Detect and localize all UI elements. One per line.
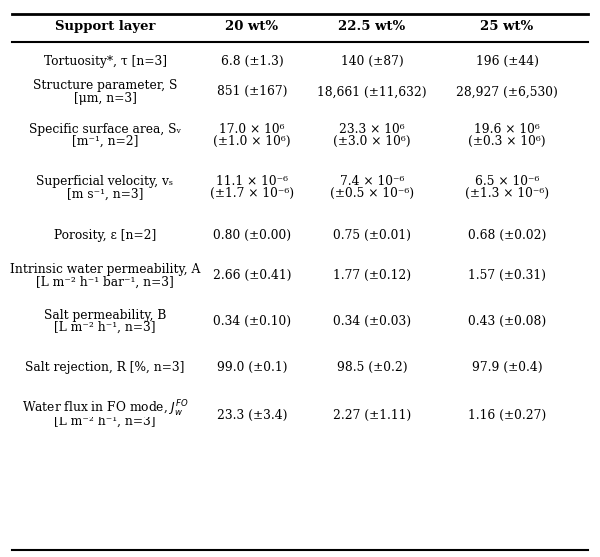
- Text: 22.5 wt%: 22.5 wt%: [338, 20, 406, 33]
- Text: (±1.0 × 10⁶): (±1.0 × 10⁶): [213, 135, 291, 148]
- Text: 1.77 (±0.12): 1.77 (±0.12): [333, 269, 411, 282]
- Text: 18,661 (±11,632): 18,661 (±11,632): [317, 85, 427, 99]
- Text: 0.34 (±0.10): 0.34 (±0.10): [213, 315, 291, 328]
- Text: 28,927 (±6,530): 28,927 (±6,530): [456, 85, 558, 99]
- Text: (±1.7 × 10⁻⁶): (±1.7 × 10⁻⁶): [210, 187, 294, 201]
- Text: 97.9 (±0.4): 97.9 (±0.4): [472, 361, 542, 374]
- Text: 25 wt%: 25 wt%: [481, 20, 533, 33]
- Text: [L m⁻² h⁻¹, n=3]: [L m⁻² h⁻¹, n=3]: [54, 321, 156, 334]
- Text: 99.0 (±0.1): 99.0 (±0.1): [217, 361, 287, 374]
- Text: (±1.3 × 10⁻⁶): (±1.3 × 10⁻⁶): [465, 187, 549, 201]
- Text: Salt rejection, R [%, n=3]: Salt rejection, R [%, n=3]: [25, 361, 185, 374]
- Text: 11.1 × 10⁻⁶: 11.1 × 10⁻⁶: [216, 175, 288, 188]
- Text: (±3.0 × 10⁶): (±3.0 × 10⁶): [333, 135, 411, 148]
- Text: 6.8 (±1.3): 6.8 (±1.3): [221, 55, 283, 69]
- Text: 23.3 (±3.4): 23.3 (±3.4): [217, 408, 287, 422]
- FancyBboxPatch shape: [6, 400, 210, 417]
- Text: 2.66 (±0.41): 2.66 (±0.41): [213, 269, 291, 282]
- Text: 1.57 (±0.31): 1.57 (±0.31): [468, 269, 546, 282]
- Text: 6.5 × 10⁻⁶: 6.5 × 10⁻⁶: [475, 175, 539, 188]
- Text: 0.43 (±0.08): 0.43 (±0.08): [468, 315, 546, 328]
- Text: Water flux in FO mode, $J_w^{FO}$: Water flux in FO mode, $J_w^{FO}$: [22, 399, 188, 419]
- Text: 140 (±87): 140 (±87): [341, 55, 403, 69]
- Text: Support layer: Support layer: [55, 20, 155, 33]
- Text: Intrinsic water permeability, A: Intrinsic water permeability, A: [10, 263, 200, 276]
- Text: 0.80 (±0.00): 0.80 (±0.00): [213, 228, 291, 242]
- Text: 196 (±44): 196 (±44): [476, 55, 539, 69]
- Text: [m s⁻¹, n=3]: [m s⁻¹, n=3]: [67, 187, 143, 201]
- Text: [μm, n=3]: [μm, n=3]: [74, 91, 136, 105]
- Text: Specific surface area, Sᵥ: Specific surface area, Sᵥ: [29, 123, 181, 136]
- Text: [L m⁻² h⁻¹ bar⁻¹, n=3]: [L m⁻² h⁻¹ bar⁻¹, n=3]: [36, 275, 174, 289]
- Text: (±0.3 × 10⁶): (±0.3 × 10⁶): [468, 135, 546, 148]
- Text: (±0.5 × 10⁻⁶): (±0.5 × 10⁻⁶): [330, 187, 414, 201]
- Text: 20 wt%: 20 wt%: [226, 20, 278, 33]
- Text: 1.16 (±0.27): 1.16 (±0.27): [468, 408, 546, 422]
- Text: 2.27 (±1.11): 2.27 (±1.11): [333, 408, 411, 422]
- Text: Water flux in FO mode, Jᵂᴼ: Water flux in FO mode, Jᵂᴼ: [22, 402, 188, 416]
- Text: 17.0 × 10⁶: 17.0 × 10⁶: [219, 123, 285, 136]
- Text: 23.3 × 10⁶: 23.3 × 10⁶: [339, 123, 405, 136]
- Text: Structure parameter, S: Structure parameter, S: [33, 79, 177, 92]
- Text: 0.34 (±0.03): 0.34 (±0.03): [333, 315, 411, 328]
- Text: 851 (±167): 851 (±167): [217, 85, 287, 99]
- Text: Porosity, ε [n=2]: Porosity, ε [n=2]: [54, 228, 156, 242]
- Text: Superficial velocity, vₛ: Superficial velocity, vₛ: [37, 175, 173, 188]
- Text: 98.5 (±0.2): 98.5 (±0.2): [337, 361, 407, 374]
- Text: Tortuosity*, τ [n=3]: Tortuosity*, τ [n=3]: [44, 55, 167, 69]
- Text: Salt permeability, B: Salt permeability, B: [44, 309, 166, 322]
- Text: Water flux in FO mode, οᵂ: Water flux in FO mode, οᵂ: [23, 402, 187, 416]
- Text: 19.6 × 10⁶: 19.6 × 10⁶: [474, 123, 540, 136]
- Text: [L m⁻² h⁻¹, n=3]: [L m⁻² h⁻¹, n=3]: [54, 414, 156, 428]
- Text: [m⁻¹, n=2]: [m⁻¹, n=2]: [72, 135, 138, 148]
- Text: 0.75 (±0.01): 0.75 (±0.01): [333, 228, 411, 242]
- Text: 7.4 × 10⁻⁶: 7.4 × 10⁻⁶: [340, 175, 404, 188]
- Text: 0.68 (±0.02): 0.68 (±0.02): [468, 228, 546, 242]
